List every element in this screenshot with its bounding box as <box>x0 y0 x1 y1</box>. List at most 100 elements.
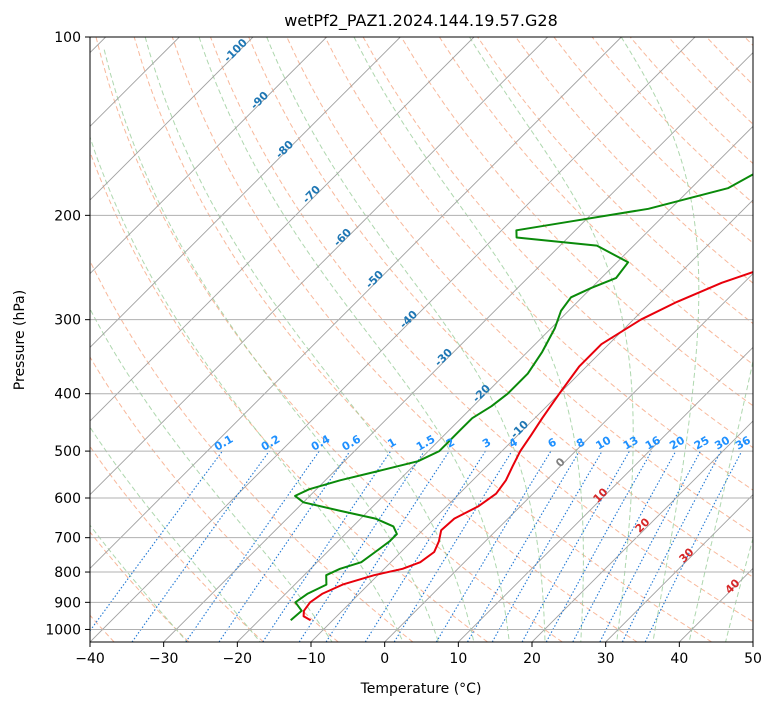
x-tick-label: 50 <box>744 651 762 667</box>
mixing-ratio-label: 1.5 <box>414 433 437 454</box>
dry-adiabat-label: -30 <box>432 346 455 369</box>
y-tick-label: 700 <box>54 531 81 547</box>
x-tick-label: 30 <box>597 651 615 667</box>
dry-adiabat-label: -90 <box>248 89 271 112</box>
mixing-ratio-line <box>573 451 676 642</box>
dry-adiabat-line <box>745 37 775 642</box>
isotherm-line <box>0 37 327 642</box>
mixing-ratio-line <box>219 451 350 642</box>
y-axis-ticks: 100 200 300 400 500 600 700 800 900 1000 <box>45 30 90 638</box>
dry-adiabat-line <box>58 37 488 642</box>
moist-adiabat-line <box>726 37 775 642</box>
mixing-ratio-label: 0.4 <box>309 432 333 453</box>
x-axis-ticks: −40 −30 −20 −10 0 10 20 30 40 50 <box>75 642 762 667</box>
mixing-ratio-line <box>522 451 629 642</box>
mixing-ratio-label: 8 <box>574 436 587 451</box>
profiles <box>291 37 775 620</box>
y-tick-label: 100 <box>54 30 81 46</box>
mixing-ratio-label: 13 <box>621 434 641 453</box>
background-lines <box>0 37 775 642</box>
isotherm-line <box>0 37 400 642</box>
y-tick-label: 900 <box>54 595 81 611</box>
moist-adiabat-label: 20 <box>633 515 653 535</box>
x-tick-label: 10 <box>449 651 467 667</box>
x-tick-label: 0 <box>380 651 389 667</box>
mixing-ratio-label: 2 <box>444 436 457 451</box>
moist-adiabat-line <box>72 73 403 642</box>
pressure-grid <box>90 37 753 629</box>
mixing-ratio-label: 0.2 <box>259 433 282 454</box>
mixing-ratio-label: 3 <box>480 436 493 451</box>
moist-adiabat-line <box>104 50 438 642</box>
dry-adiabat-label: -70 <box>300 183 323 206</box>
y-tick-label: 1000 <box>45 622 81 638</box>
isotherm-line <box>679 37 775 642</box>
isotherm-line <box>753 37 775 642</box>
y-tick-label: 200 <box>54 208 81 224</box>
y-tick-label: 400 <box>54 387 81 403</box>
mixing-ratio-line <box>132 451 269 642</box>
isotherm-line <box>90 37 695 642</box>
mixing-ratio-label: 1 <box>385 436 398 451</box>
y-tick-label: 300 <box>54 313 81 329</box>
dry-adiabat-line <box>134 37 637 642</box>
dry-adiabat-label: -60 <box>331 226 354 249</box>
isotherm-line <box>458 37 775 642</box>
dry-adiabat-label: -80 <box>273 138 296 161</box>
y-axis-label: Pressure (hPa) <box>12 290 28 390</box>
isotherm-line <box>311 37 775 642</box>
isotherm-line <box>385 37 775 642</box>
x-axis-label: Temperature (°C) <box>360 681 482 697</box>
dry-adiabat-line <box>20 37 413 642</box>
x-tick-label: −10 <box>296 651 326 667</box>
mixing-ratio-line <box>645 451 742 642</box>
y-tick-label: 800 <box>54 565 81 581</box>
mixing-ratio-line <box>622 451 721 642</box>
dry-adiabat-label: -40 <box>397 308 420 331</box>
chart-title: wetPf2_PAZ1.2024.144.19.57.G28 <box>284 11 558 31</box>
mixing-ratio-label: 0.1 <box>212 433 235 454</box>
mixing-ratio-label: 0.6 <box>340 432 364 453</box>
mixing-ratio-label: 30 <box>712 433 732 452</box>
dry-adiabat-line <box>554 37 775 642</box>
moist-adiabat-label: 0 <box>553 455 568 470</box>
mixing-ratio-label: 16 <box>643 433 663 452</box>
temperature-line <box>304 37 775 620</box>
dewpoint-line <box>291 37 775 620</box>
x-tick-label: −40 <box>75 651 105 667</box>
mixing-ratio-label: 6 <box>546 435 559 450</box>
moist-adiabat-line <box>689 37 775 642</box>
mixing-ratio-line <box>394 451 512 642</box>
x-tick-label: −30 <box>149 651 179 667</box>
y-tick-label: 600 <box>54 491 81 507</box>
mixing-ratio-line <box>546 451 651 642</box>
dry-adiabat-line <box>0 37 338 642</box>
dry-adiabat-label: -100 <box>221 36 250 65</box>
x-tick-label: −20 <box>223 651 253 667</box>
moist-adiabat-label: 30 <box>677 545 697 565</box>
dry-adiabat-line <box>0 37 264 642</box>
mixing-ratio-line <box>82 451 223 642</box>
isotherm-line <box>0 37 548 642</box>
isotherm-line <box>164 37 769 642</box>
mixing-ratio-label: 20 <box>667 433 687 452</box>
dry-adiabat-label: -50 <box>363 268 386 291</box>
mixing-ratio-line <box>263 451 391 642</box>
isotherm-line <box>0 37 474 642</box>
dry-adiabat-line <box>0 37 189 642</box>
x-tick-label: 20 <box>523 651 541 667</box>
dry-adiabat-line <box>707 37 775 642</box>
mixing-ratio-label: 10 <box>594 433 614 452</box>
dry-adiabat-label: -20 <box>470 382 493 405</box>
dry-adiabat-line <box>363 37 775 642</box>
mixing-ratio-line <box>299 451 424 642</box>
isotherm-line <box>532 37 775 642</box>
dry-adiabat-line <box>478 37 775 642</box>
isotherm-line <box>237 37 775 642</box>
x-tick-label: 40 <box>670 651 688 667</box>
moist-adiabat-label: 40 <box>723 576 743 596</box>
dry-adiabat-line <box>516 37 775 642</box>
y-tick-label: 500 <box>54 444 81 460</box>
